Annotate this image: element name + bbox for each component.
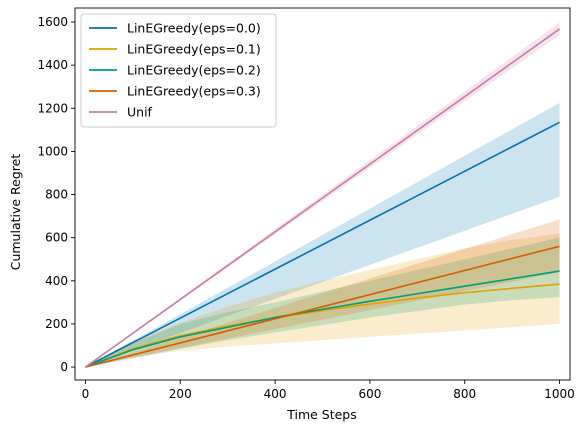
y-axis-ticks: 0 200 400 600 800 1000 1200 1400 1600	[37, 15, 75, 374]
axes	[74, 7, 571, 381]
y-tick-label: 600	[45, 231, 68, 245]
band-unif	[85, 22, 560, 368]
series-lines	[84, 28, 561, 368]
x-tick-label: 200	[169, 387, 192, 401]
band-linegreedy-eps-0-2	[85, 237, 560, 368]
legend-box	[80, 13, 277, 128]
x-tick-label: 1000	[544, 387, 575, 401]
legend-label-linegreedy-eps-0-3: LinEGreedy(eps=0.3)	[127, 84, 261, 99]
y-tick-label: 1400	[37, 58, 68, 72]
y-tick-label: 0	[60, 360, 68, 374]
line-linegreedy-eps-0-0	[85, 121, 560, 368]
legend-label-unif: Unif	[127, 105, 153, 120]
confidence-bands	[85, 22, 560, 368]
y-tick-label: 1000	[37, 144, 68, 158]
y-tick-label: 1200	[37, 101, 68, 115]
x-tick-label: 600	[358, 387, 381, 401]
y-tick-label: 800	[45, 188, 68, 202]
legend: LinEGreedy(eps=0.0) LinEGreedy(eps=0.1) Li…	[80, 13, 277, 128]
y-tick-label: 200	[45, 317, 68, 331]
line-linegreedy-eps-0-1	[85, 283, 560, 368]
x-tick-label: 800	[453, 387, 476, 401]
plot-frame	[74, 7, 571, 381]
legend-label-linegreedy-eps-0-2: LinEGreedy(eps=0.2)	[127, 63, 261, 78]
y-axis-label: Cumulative Regret	[8, 154, 23, 271]
band-linegreedy-eps-0-3	[85, 219, 560, 368]
line-linegreedy-eps-0-3	[85, 245, 560, 368]
y-tick-label: 400	[45, 274, 68, 288]
line-unif	[84, 28, 561, 368]
legend-label-linegreedy-eps-0-0: LinEGreedy(eps=0.0)	[127, 21, 261, 36]
x-tick-label: 400	[264, 387, 287, 401]
band-linegreedy-eps-0-1	[85, 233, 560, 368]
line-linegreedy-eps-0-2	[85, 270, 560, 368]
x-axis-ticks: 0 200 400 600 800 1000	[82, 380, 575, 401]
y-tick-label: 1600	[37, 15, 68, 29]
band-linegreedy-eps-0-0	[85, 102, 560, 368]
x-axis-label: Time Steps	[286, 407, 357, 422]
x-tick-label: 0	[82, 387, 90, 401]
legend-label-linegreedy-eps-0-1: LinEGreedy(eps=0.1)	[127, 42, 261, 57]
